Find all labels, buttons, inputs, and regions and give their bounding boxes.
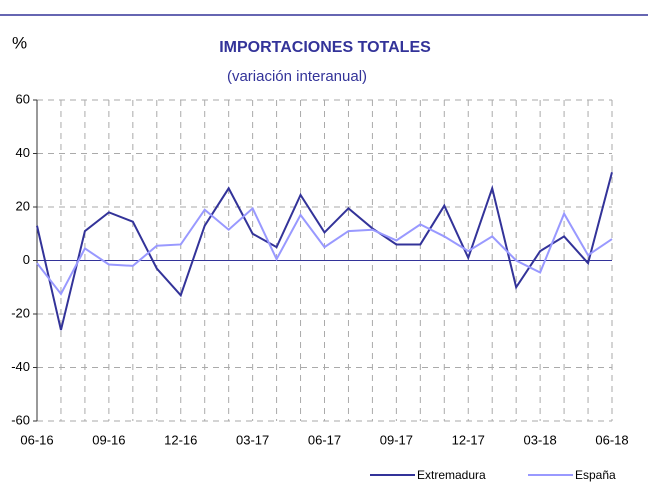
x-tick-label: 12-17 bbox=[452, 432, 485, 447]
y-tick-label: 60 bbox=[16, 91, 30, 106]
chart-subtitle: (variación interanual) bbox=[227, 68, 367, 85]
y-tick-label: -40 bbox=[11, 359, 30, 374]
series-line bbox=[36, 171, 613, 331]
y-tick-label: 0 bbox=[23, 252, 30, 267]
y-unit: % bbox=[12, 33, 27, 52]
x-tick-label: 09-16 bbox=[92, 432, 125, 447]
y-tick-label: 20 bbox=[16, 198, 30, 213]
x-tick-label: 06-16 bbox=[20, 432, 53, 447]
series-line bbox=[36, 206, 613, 296]
x-tick-label: 03-17 bbox=[236, 432, 269, 447]
y-tick-label: -60 bbox=[11, 412, 30, 427]
y-tick-label: -20 bbox=[11, 305, 30, 320]
x-tick-label: 09-17 bbox=[380, 432, 413, 447]
legend-label: España bbox=[575, 468, 616, 482]
legend-label: Extremadura bbox=[417, 468, 486, 482]
x-tick-label: 12-16 bbox=[164, 432, 197, 447]
chart-title: IMPORTACIONES TOTALES bbox=[219, 39, 431, 56]
x-tick-label: 03-18 bbox=[524, 432, 557, 447]
x-tick-label: 06-18 bbox=[595, 432, 628, 447]
y-tick-label: 40 bbox=[16, 145, 30, 160]
x-tick-label: 06-17 bbox=[308, 432, 341, 447]
